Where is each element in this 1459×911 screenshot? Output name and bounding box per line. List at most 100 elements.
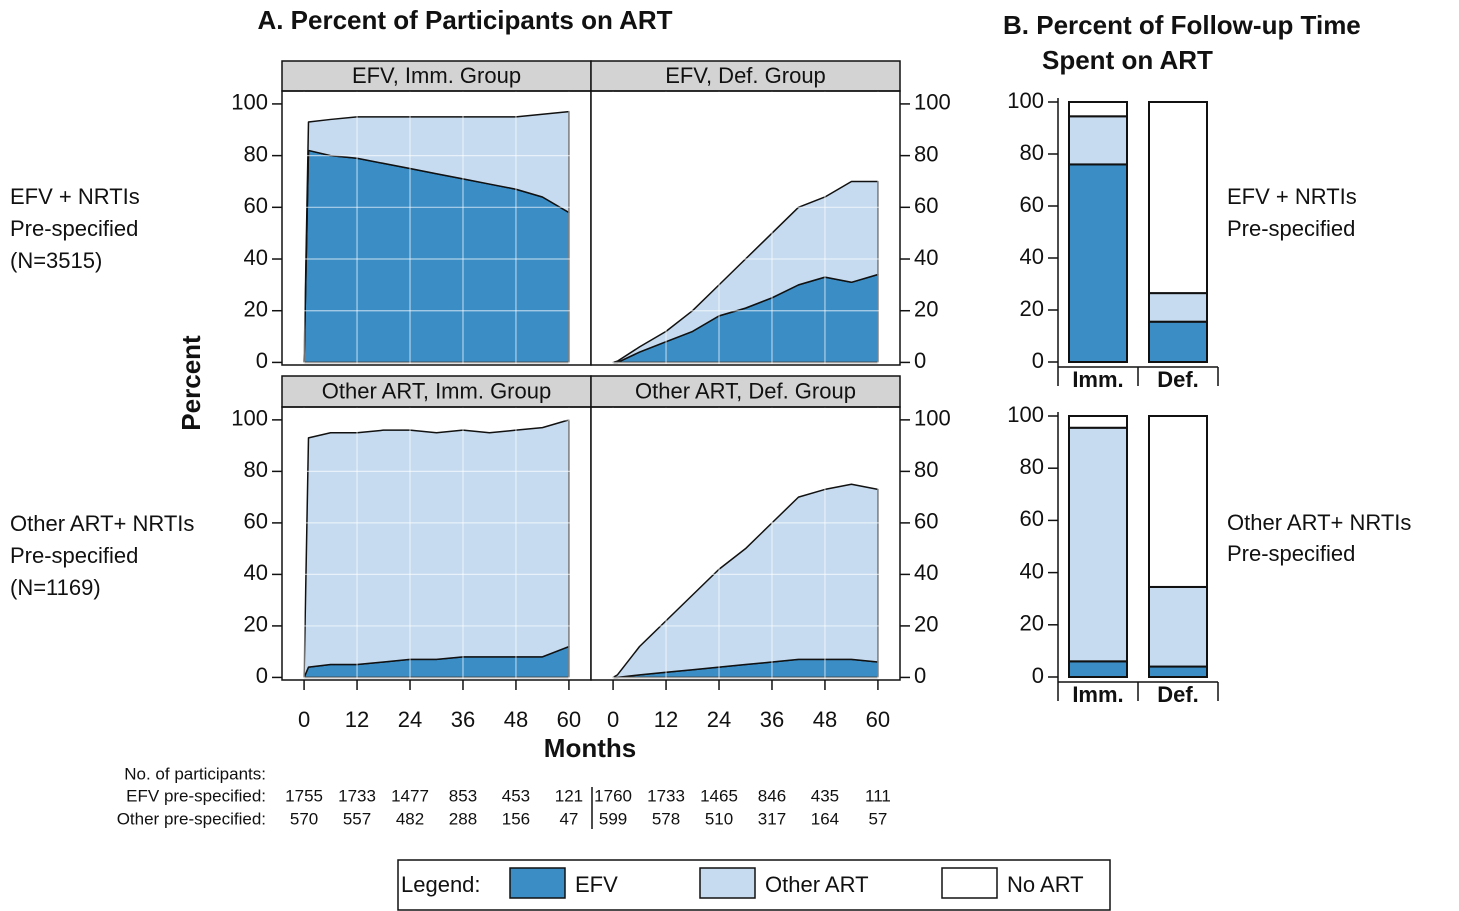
x-tick-label: Def. — [1157, 367, 1199, 392]
y-tick-label: 40 — [914, 560, 938, 585]
risk-count: 1755 — [285, 786, 323, 805]
y-tick-label: 100 — [914, 90, 951, 115]
y-tick-label: 80 — [1020, 454, 1044, 479]
y-tick-label: 0 — [914, 348, 926, 373]
risk-row-label: Other pre-specified: — [117, 809, 266, 828]
y-tick-label: 60 — [914, 193, 938, 218]
y-tick-label: 20 — [1020, 611, 1044, 636]
x-tick-label: 12 — [345, 707, 369, 732]
bar-segment — [1148, 101, 1208, 295]
risk-count: 1760 — [594, 786, 632, 805]
risk-count: 846 — [758, 786, 786, 805]
x-tick-label: 0 — [298, 707, 310, 732]
x-tick-label: 24 — [398, 707, 422, 732]
strip-label: EFV, Imm. Group — [352, 63, 521, 88]
row-label: Pre-specified — [10, 216, 138, 241]
bar-segment — [1148, 585, 1208, 668]
row-label: (N=3515) — [10, 248, 102, 273]
strip — [281, 375, 592, 408]
x-tick-label: 36 — [760, 707, 784, 732]
risk-count: 164 — [811, 809, 839, 828]
bar-segment — [1148, 292, 1208, 323]
legend-label: EFV — [575, 872, 618, 897]
y-tick-label: 80 — [1020, 140, 1044, 165]
x-tick-label: 60 — [557, 707, 581, 732]
strip-label: Other ART, Def. Group — [635, 378, 856, 403]
y-tick-label: 100 — [1007, 88, 1044, 113]
y-tick-label: 100 — [231, 90, 268, 115]
risk-table-title: No. of participants: — [124, 764, 266, 783]
x-axis-label: Months — [544, 733, 636, 763]
risk-count: 853 — [449, 786, 477, 805]
y-tick-label: 20 — [914, 612, 938, 637]
x-tick-label: Imm. — [1072, 367, 1123, 392]
y-tick-label: 100 — [1007, 402, 1044, 427]
y-tick-label: 60 — [244, 509, 268, 534]
risk-count: 156 — [502, 809, 530, 828]
y-tick-label: 20 — [914, 297, 938, 322]
row-label: EFV + NRTIs — [10, 184, 140, 209]
y-tick-label: 40 — [1020, 558, 1044, 583]
bar-segment — [1068, 660, 1128, 679]
risk-count: 578 — [652, 809, 680, 828]
y-tick-label: 0 — [914, 663, 926, 688]
legend-swatch — [509, 867, 566, 899]
legend-swatch — [941, 867, 998, 899]
bar-segment — [1148, 415, 1208, 588]
y-tick-label: 80 — [244, 141, 268, 166]
x-tick-label: 0 — [607, 707, 619, 732]
strip-label: EFV, Def. Group — [665, 63, 826, 88]
risk-count: 288 — [449, 809, 477, 828]
bar-segment — [1148, 665, 1208, 678]
row-label: EFV + NRTIs — [1227, 184, 1357, 209]
y-tick-label: 100 — [914, 406, 951, 431]
y-tick-label: 0 — [256, 663, 268, 688]
legend-label: Other ART — [765, 872, 869, 897]
risk-count: 599 — [599, 809, 627, 828]
strip — [590, 60, 901, 92]
bar-segment — [1068, 115, 1128, 166]
row-label: Pre-specified — [1227, 541, 1355, 566]
y-tick-label: 60 — [1020, 506, 1044, 531]
strip-label: Other ART, Imm. Group — [322, 378, 551, 403]
risk-count: 121 — [555, 786, 583, 805]
y-tick-label: 40 — [1020, 244, 1044, 269]
risk-count: 453 — [502, 786, 530, 805]
y-tick-label: 60 — [914, 509, 938, 534]
x-tick-label: 24 — [707, 707, 731, 732]
y-tick-label: 20 — [244, 612, 268, 637]
risk-count: 435 — [811, 786, 839, 805]
y-tick-label: 40 — [244, 560, 268, 585]
risk-count: 47 — [559, 809, 578, 828]
row-label: Other ART+ NRTIs — [1227, 510, 1411, 535]
y-tick-label: 0 — [256, 348, 268, 373]
bar-segment — [1068, 415, 1128, 429]
risk-row-label: EFV pre-specified: — [126, 786, 266, 805]
y-tick-label: 60 — [244, 193, 268, 218]
y-tick-label: 60 — [1020, 192, 1044, 217]
risk-count: 482 — [396, 809, 424, 828]
risk-count: 570 — [290, 809, 318, 828]
bar-segment — [1068, 426, 1128, 663]
risk-count: 111 — [865, 786, 891, 805]
legend-swatch — [699, 867, 756, 899]
legend-label: No ART — [1007, 872, 1084, 897]
y-tick-label: 20 — [244, 297, 268, 322]
y-tick-label: 100 — [231, 406, 268, 431]
y-tick-label: 80 — [914, 457, 938, 482]
panel-b-title: Spent on ART — [1042, 45, 1213, 75]
risk-count: 1465 — [700, 786, 738, 805]
y-tick-label: 40 — [914, 245, 938, 270]
y-tick-label: 0 — [1032, 663, 1044, 688]
y-axis-label: Percent — [176, 335, 206, 431]
x-tick-label: 60 — [866, 707, 890, 732]
risk-count: 557 — [343, 809, 371, 828]
risk-count: 510 — [705, 809, 733, 828]
area — [303, 419, 570, 679]
row-label: Pre-specified — [1227, 216, 1355, 241]
risk-count: 1733 — [338, 786, 376, 805]
bar-segment — [1148, 320, 1208, 364]
plot-frame — [590, 406, 901, 681]
y-tick-label: 20 — [1020, 296, 1044, 321]
